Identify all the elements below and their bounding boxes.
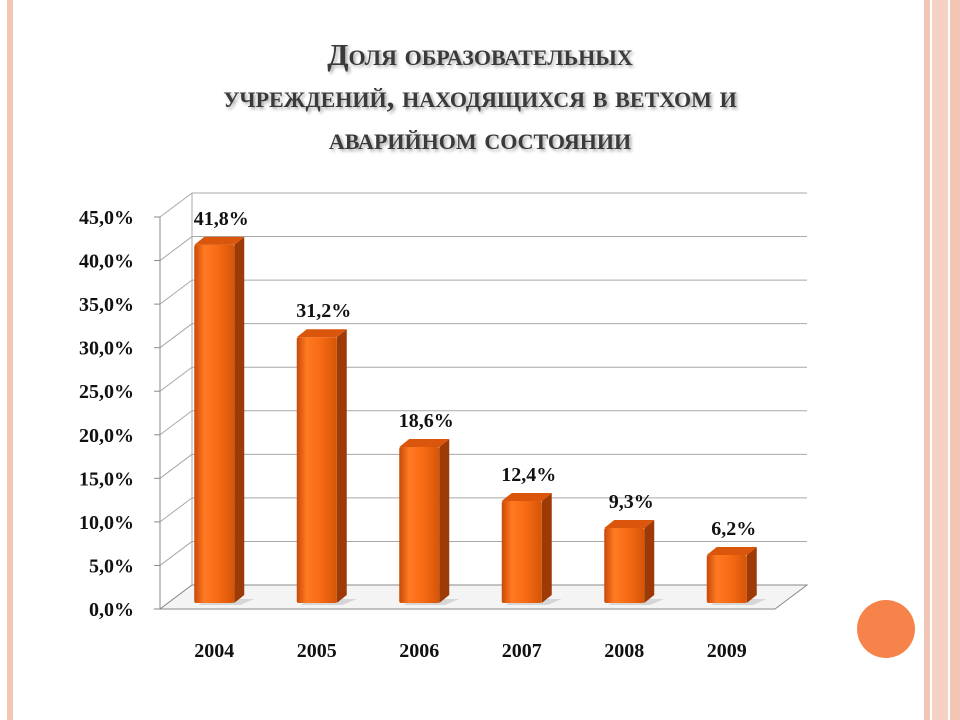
y-tick-label: 35,0% <box>79 294 134 316</box>
bar-front <box>706 554 747 603</box>
bar <box>501 492 562 605</box>
x-category-label: 2006 <box>399 640 439 662</box>
gridline-side <box>159 192 193 218</box>
gridline-side <box>159 279 193 305</box>
slide-title: Доля образовательных учреждений, находящ… <box>100 34 860 160</box>
bar-data-label: 41,8% <box>194 208 249 230</box>
chart-grid <box>158 192 809 610</box>
bar-front <box>604 527 645 603</box>
y-tick-label: 25,0% <box>79 381 134 403</box>
gridline-side <box>159 323 193 349</box>
bar-top <box>399 438 450 447</box>
gridline-side <box>159 497 193 523</box>
x-category-label: 2009 <box>707 640 747 662</box>
bar-side <box>234 236 245 603</box>
bar-data-label: 12,4% <box>501 464 556 486</box>
bar-top <box>296 329 347 338</box>
bar-top <box>706 546 757 555</box>
chart-labels: 0,0% 5,0% 10,0% 15,0% 20,0% 25,0% 30,0% 35,0% 40… <box>79 207 756 662</box>
y-tick-label: 40,0% <box>79 251 134 273</box>
gridline-side <box>159 453 193 479</box>
gridline-side <box>159 541 193 566</box>
y-tick-label: 30,0% <box>79 338 134 360</box>
gridline-side <box>159 236 193 261</box>
bar-side <box>746 546 757 603</box>
y-tick-label: 20,0% <box>79 425 134 447</box>
bar <box>194 236 255 605</box>
y-tick-label: 5,0% <box>89 555 134 577</box>
bar <box>706 546 767 605</box>
bar <box>296 329 357 605</box>
y-tick-label: 45,0% <box>79 207 134 229</box>
bar-data-label: 6,2% <box>711 518 756 540</box>
gridline-side <box>159 366 193 392</box>
bar-data-label: 18,6% <box>399 410 454 432</box>
x-category-label: 2008 <box>604 640 644 662</box>
bar-front <box>501 500 542 603</box>
bar-top <box>501 492 552 501</box>
bar-front <box>399 446 440 603</box>
bar-data-label: 9,3% <box>609 491 654 513</box>
title-line-3: аварийном состоянии <box>328 121 632 156</box>
bar <box>399 438 460 605</box>
gridline-side <box>159 410 193 436</box>
x-category-label: 2005 <box>297 640 337 662</box>
slide-frame-right <box>920 0 960 720</box>
bar-side <box>439 438 450 603</box>
bar-side <box>541 492 552 603</box>
title-line-1: Доля образовательных <box>327 37 633 72</box>
slide-frame-left <box>7 0 13 720</box>
bar-data-label: 31,2% <box>296 300 351 322</box>
bar-top <box>194 236 245 245</box>
x-category-label: 2004 <box>194 640 234 662</box>
y-tick-label: 0,0% <box>89 599 134 621</box>
y-tick-label: 15,0% <box>79 468 134 490</box>
x-category-label: 2007 <box>502 640 542 662</box>
bar-top <box>604 519 655 528</box>
bar-front <box>194 244 235 603</box>
bar <box>604 519 665 605</box>
title-line-2: учреждений, находящихся в ветхом и <box>223 79 737 114</box>
chart-bars <box>194 236 767 605</box>
accent-circle <box>857 600 915 658</box>
y-tick-label: 10,0% <box>79 512 134 534</box>
bar-side <box>644 519 655 603</box>
bar-front <box>296 337 337 603</box>
bar-side <box>336 329 347 603</box>
